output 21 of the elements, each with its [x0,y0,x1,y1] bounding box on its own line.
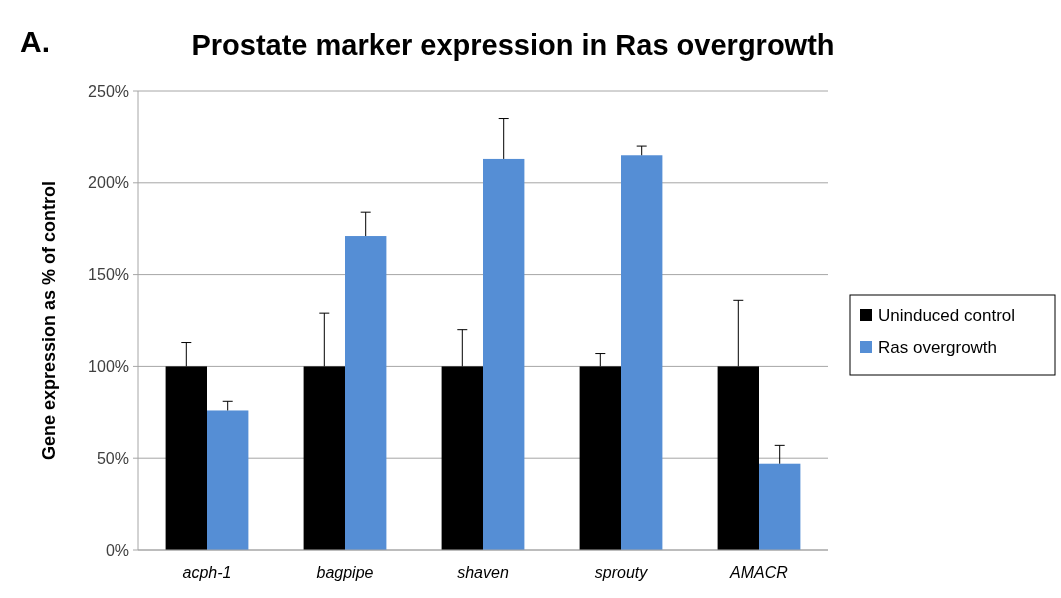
bar [345,236,387,550]
bar [759,463,801,550]
legend-label: Uninduced control [878,305,1016,325]
x-tick-label: bagpipe [316,564,374,581]
x-tick-label: AMACR [729,564,789,581]
bar [621,155,663,550]
text: A. [20,25,50,58]
y-tick-label: 150% [88,266,129,284]
y-tick-label: 200% [88,174,129,192]
y-tick-label: 100% [88,358,129,375]
x-tick-label: shaven [457,564,509,581]
y-axis-title: Gene expression as % of control [39,180,59,461]
bar [483,158,525,550]
y-tick-label: 50% [96,449,129,467]
legend-label: Ras overgrowth [878,337,998,357]
y-tick-label: 0% [105,541,129,559]
bar [207,410,249,550]
x-tick-label: sprouty [594,564,649,581]
y-tick-label: 250% [88,82,129,100]
x-tick-label: acph-1 [182,564,232,581]
chart-title: Prostate marker expression in Ras overgrowth [191,29,835,61]
